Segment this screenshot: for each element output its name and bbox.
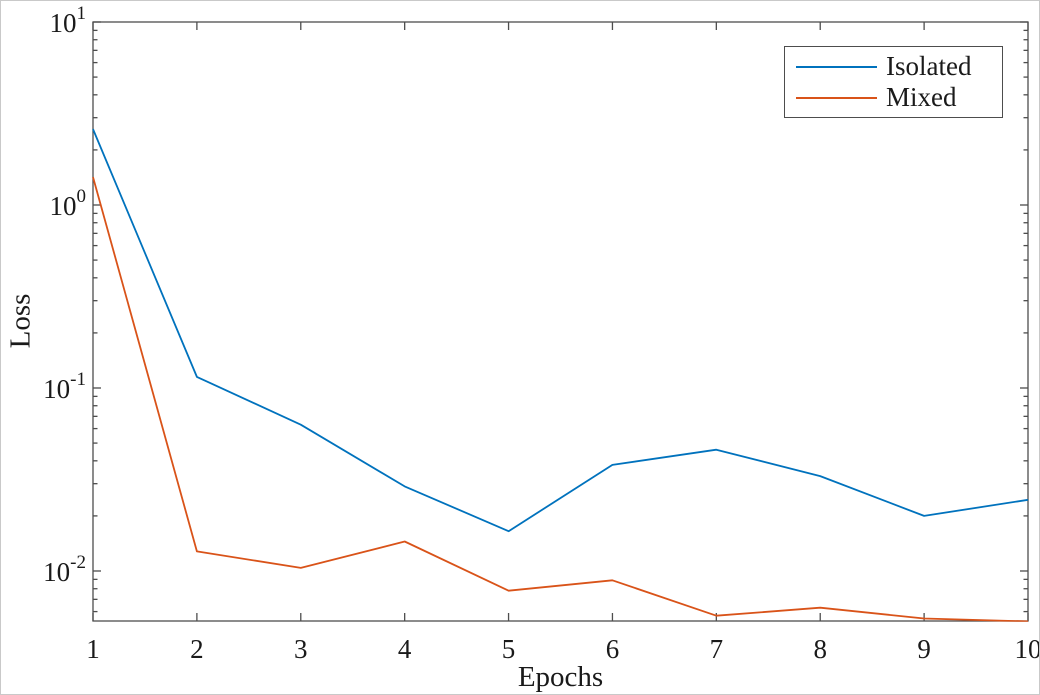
legend-label-mixed: Mixed [886,82,957,112]
x-tick-label: 4 [398,634,412,664]
x-tick-label: 1 [86,634,100,664]
legend-line-sample-isolated [796,65,877,68]
x-tick-label: 5 [502,634,516,664]
plot-frame [92,21,1029,622]
y-tick-label: 100 [50,186,87,221]
y-tick-label: 10-2 [43,552,86,587]
x-tick-label: 7 [710,634,724,664]
x-tick-label: 8 [813,634,827,664]
x-tick-label: 2 [190,634,204,664]
y-tick-label: 101 [50,3,87,38]
legend-label-isolated: Isolated [886,51,972,81]
legend: Isolated Mixed [784,46,1003,118]
x-axis-title: Epochs [517,661,604,693]
y-tick-label: 10-1 [43,369,86,404]
legend-line-sample-mixed [796,96,877,99]
y-axis-title: Loss [4,293,37,349]
x-tick-label: 10 [1015,634,1040,664]
x-tick-label: 3 [294,634,308,664]
series-line-isolated [92,128,1029,533]
legend-item-isolated: Isolated [785,51,1002,82]
series-line-mixed [92,176,1029,622]
x-tick-label: 6 [606,634,620,664]
legend-item-mixed: Mixed [785,82,1002,113]
x-tick-label: 9 [917,634,931,664]
